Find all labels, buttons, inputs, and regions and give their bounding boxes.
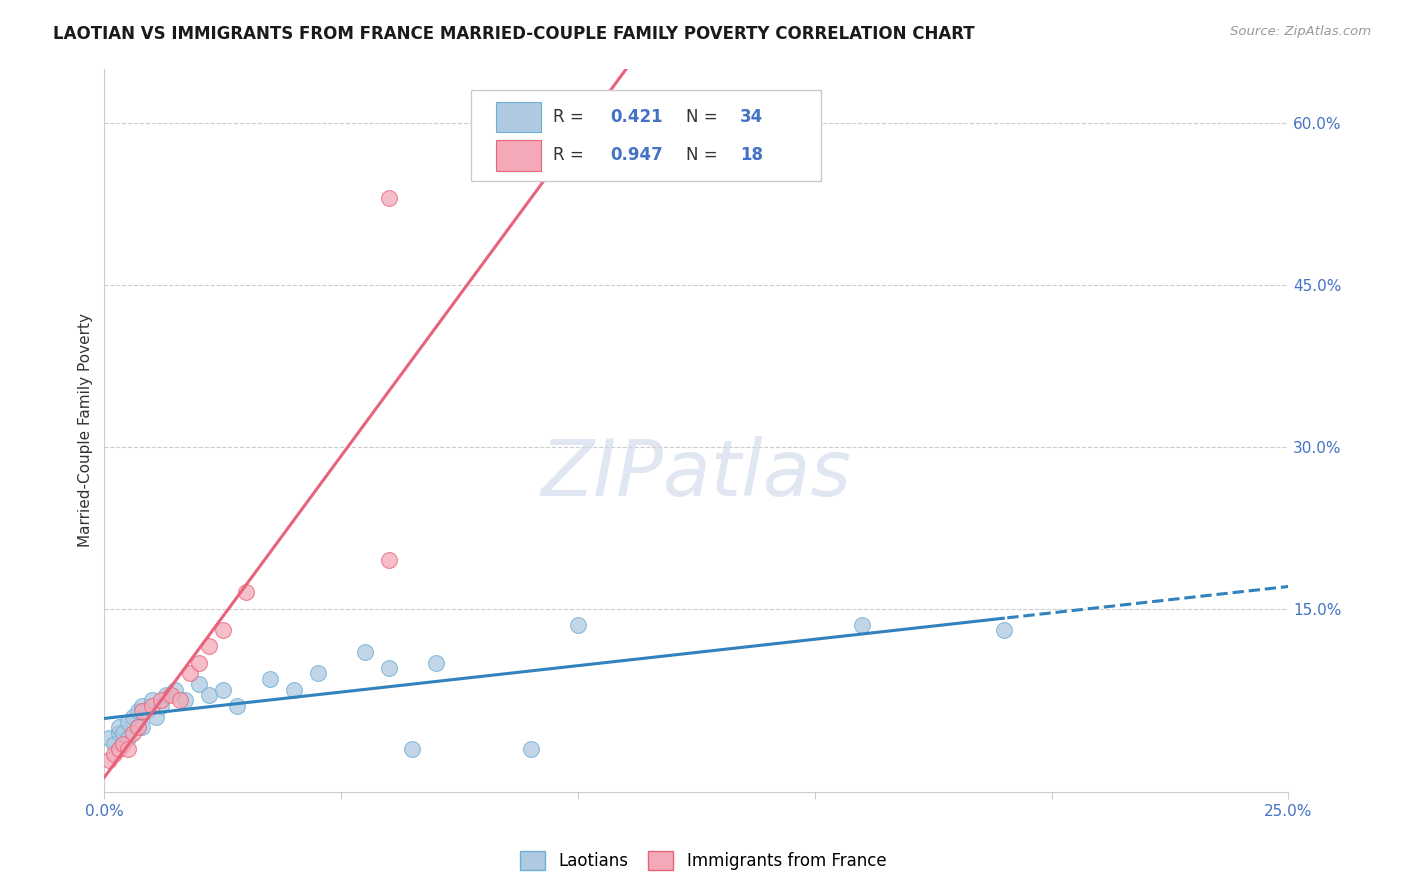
- Point: [155, 688, 177, 702]
- Point: [235, 585, 257, 599]
- Text: R =: R =: [553, 146, 589, 164]
- Point: [127, 704, 149, 718]
- Point: [519, 742, 541, 756]
- Point: [197, 688, 219, 702]
- Point: [188, 656, 211, 670]
- Point: [169, 693, 191, 707]
- Point: [117, 714, 139, 729]
- Point: [136, 704, 159, 718]
- Point: [127, 720, 149, 734]
- Y-axis label: Married-Couple Family Poverty: Married-Couple Family Poverty: [79, 313, 93, 548]
- Point: [103, 747, 125, 762]
- Text: ZIPatlas: ZIPatlas: [541, 436, 852, 512]
- Point: [354, 645, 377, 659]
- Point: [188, 677, 211, 691]
- Point: [851, 617, 873, 632]
- Text: 34: 34: [740, 108, 763, 126]
- Point: [121, 709, 143, 723]
- Point: [131, 698, 153, 713]
- Point: [165, 682, 187, 697]
- Text: R =: R =: [553, 108, 589, 126]
- Point: [117, 731, 139, 746]
- Point: [377, 553, 399, 567]
- Point: [103, 737, 125, 751]
- Point: [150, 693, 173, 707]
- Point: [112, 737, 135, 751]
- Point: [107, 742, 129, 756]
- Point: [145, 709, 167, 723]
- Point: [159, 688, 181, 702]
- Point: [127, 720, 149, 734]
- Point: [98, 753, 121, 767]
- FancyBboxPatch shape: [496, 102, 541, 132]
- Point: [131, 720, 153, 734]
- Point: [259, 672, 281, 686]
- Point: [117, 742, 139, 756]
- Point: [98, 731, 121, 746]
- FancyBboxPatch shape: [471, 90, 821, 181]
- Text: N =: N =: [686, 146, 723, 164]
- Point: [401, 742, 423, 756]
- Point: [211, 623, 233, 637]
- Text: N =: N =: [686, 108, 723, 126]
- Point: [377, 661, 399, 675]
- Point: [226, 698, 249, 713]
- Point: [107, 726, 129, 740]
- Point: [307, 666, 329, 681]
- Point: [121, 726, 143, 740]
- Text: LAOTIAN VS IMMIGRANTS FROM FRANCE MARRIED-COUPLE FAMILY POVERTY CORRELATION CHAR: LAOTIAN VS IMMIGRANTS FROM FRANCE MARRIE…: [53, 25, 974, 43]
- Point: [174, 693, 197, 707]
- Point: [377, 191, 399, 205]
- Point: [425, 656, 447, 670]
- Point: [283, 682, 305, 697]
- Text: Source: ZipAtlas.com: Source: ZipAtlas.com: [1230, 25, 1371, 38]
- Point: [107, 720, 129, 734]
- Point: [211, 682, 233, 697]
- Point: [197, 640, 219, 654]
- Point: [150, 698, 173, 713]
- FancyBboxPatch shape: [496, 140, 541, 170]
- Point: [567, 617, 589, 632]
- Text: 18: 18: [740, 146, 763, 164]
- Point: [141, 698, 163, 713]
- Point: [179, 666, 201, 681]
- Point: [141, 693, 163, 707]
- Legend: Laotians, Immigrants from France: Laotians, Immigrants from France: [513, 844, 893, 877]
- Point: [131, 704, 153, 718]
- Point: [993, 623, 1015, 637]
- Point: [112, 726, 135, 740]
- Text: 0.421: 0.421: [610, 108, 662, 126]
- Text: 0.947: 0.947: [610, 146, 662, 164]
